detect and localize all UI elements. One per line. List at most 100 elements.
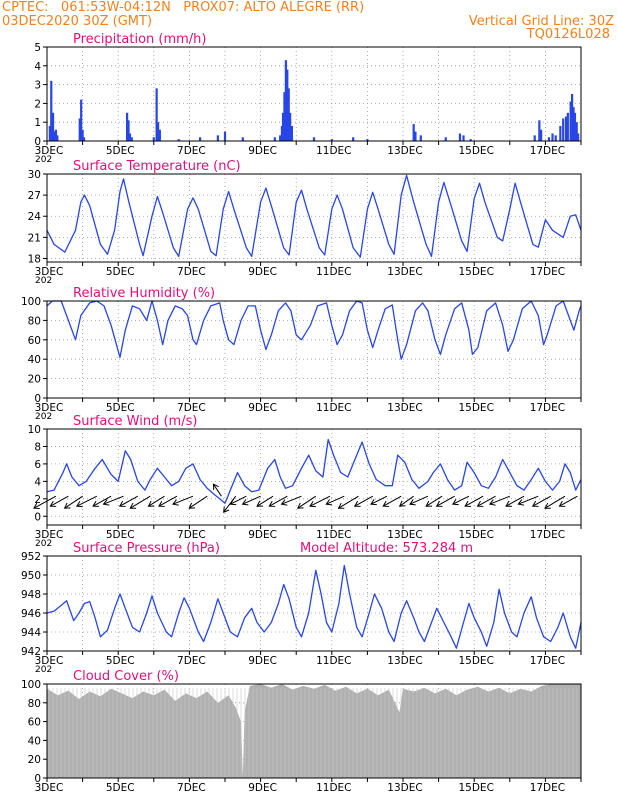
- wind-arrow-head: [158, 500, 165, 507]
- temp-frame: [46, 173, 582, 263]
- wind-arrow: [309, 495, 331, 508]
- wind-arrow: [256, 495, 274, 507]
- cloud-ytick-label: 40: [28, 735, 41, 747]
- pres-ytick-label: 944: [21, 627, 41, 639]
- rh-ytick-label: 80: [28, 315, 41, 327]
- precip-bar: [469, 139, 472, 141]
- precip-ytick-label: 0: [34, 136, 41, 148]
- wind-arrow-head: [92, 500, 99, 507]
- pres-ytick-label: 952: [21, 551, 41, 563]
- temp-year-fragment: 202: [35, 276, 52, 286]
- precip-bar: [223, 131, 227, 141]
- temp-title: Surface Temperature (nC): [73, 159, 241, 174]
- wind-xtick-label: 11DEC: [316, 529, 351, 541]
- wind-arrow-head: [63, 502, 71, 509]
- wind-arrow: [75, 495, 98, 508]
- wind-year-fragment: 202: [35, 539, 52, 549]
- wind-arrow: [544, 495, 566, 509]
- wind-arrow-shaft: [230, 495, 247, 505]
- temp-xtick-label: 5DEC: [106, 266, 135, 278]
- cloud-frame: [46, 683, 582, 779]
- wind-arrow-head: [517, 499, 525, 506]
- wind-arrow: [280, 495, 302, 506]
- wind-arrow: [353, 495, 373, 507]
- wind-arrow: [49, 495, 69, 507]
- wind-arrow: [325, 495, 345, 506]
- pres-xtick-label: 5DEC: [106, 655, 135, 667]
- rh-panel: 0 20 40 60 80 100 3DEC 5DEC 7DEC 9DEC 11DEC 13DEC 15…: [21, 286, 582, 422]
- wind-arrow-head: [337, 502, 345, 509]
- temp-xtick-label: 3DEC: [35, 266, 64, 278]
- cloud-xtick-label: 11DEC: [316, 782, 351, 794]
- cloud-xtick-label: 17DEC: [530, 782, 565, 794]
- wind-arrow-shaft: [399, 495, 414, 507]
- precip-bar: [198, 137, 202, 141]
- wind-xtick-label: 7DEC: [177, 529, 206, 541]
- precip-bar: [564, 116, 568, 141]
- cloud-xtick-label: 7DEC: [177, 782, 206, 794]
- wind-arrow: [382, 495, 402, 507]
- precip-bar: [50, 80, 53, 141]
- wind-arrow-shaft: [477, 495, 496, 507]
- pres-xtick-label: 17DEC: [530, 655, 565, 667]
- wind-arrow-head: [172, 499, 179, 506]
- pres-series-line: [46, 564, 582, 649]
- precip-bar: [573, 112, 577, 141]
- wind-arrow-shaft: [33, 495, 57, 509]
- header-model-code: TQ0126L028: [526, 27, 610, 42]
- precip-xtick-label: 17DEC: [530, 145, 565, 157]
- wind-arrow-head: [451, 499, 459, 506]
- rh-title: Relative Humidity (%): [73, 286, 215, 301]
- precip-xtick-label: 7DEC: [177, 145, 206, 157]
- cloud-xtick-label: 3DEC: [35, 782, 64, 794]
- wind-arrow-shaft: [158, 495, 178, 507]
- precip-ytick-label: 4: [34, 61, 41, 73]
- precip-bar: [533, 135, 536, 141]
- precip-bar: [551, 133, 554, 141]
- temp-xtick-label: 15DEC: [458, 266, 493, 278]
- precip-year-fragment: 202: [35, 155, 52, 165]
- wind-xtick-label: 17DEC: [530, 529, 565, 541]
- rh-xtick-label: 3DEC: [35, 402, 64, 414]
- precip-bar: [273, 137, 276, 141]
- wind-arrow-shaft: [464, 495, 484, 507]
- wind-arrow-shaft: [409, 495, 429, 505]
- wind-arrow-head: [558, 500, 566, 507]
- rh-ytick-label: 0: [34, 393, 41, 405]
- temp-ytick-label: 27: [28, 190, 41, 202]
- precip-xtick-label: 15DEC: [458, 145, 493, 157]
- wind-arrow-shaft: [505, 495, 525, 507]
- wind-arrow-head: [309, 501, 316, 508]
- wind-plot-area: [47, 429, 581, 525]
- wind-arrow-head: [435, 500, 443, 507]
- cloud-xtick-label: 5DEC: [106, 782, 135, 794]
- wind-panel: 0 2 4 6 8 10 3DEC 5DEC 7DEC 9DEC 11DEC 13DEC 15DEC 17…: [28, 414, 582, 549]
- wind-arrow-head: [241, 499, 249, 506]
- cloud-ytick-label: 100: [21, 679, 41, 691]
- wind-arrow-shaft: [452, 495, 470, 505]
- precip-xtick-label: 5DEC: [106, 145, 135, 157]
- wind-arrow-head: [212, 483, 219, 491]
- wind-arrow-shaft: [518, 495, 539, 505]
- precip-bar: [130, 137, 133, 141]
- wind-arrow: [409, 495, 429, 506]
- wind-arrow-head: [49, 500, 57, 507]
- wind-arrow-head: [268, 500, 276, 507]
- cloud-cover-area: [47, 684, 581, 778]
- wind-arrow-shaft: [297, 495, 317, 509]
- cloud-xtick-label: 13DEC: [387, 782, 422, 794]
- precip-ytick-label: 5: [34, 42, 41, 54]
- precip-bar: [462, 135, 465, 141]
- precip-bar: [127, 120, 130, 141]
- wind-arrow-head: [425, 500, 432, 507]
- precip-bar: [458, 133, 462, 141]
- wind-arrow-head: [188, 502, 196, 509]
- header-location: CPTEC: 061:53W-04:12N PROX07: ALTO ALEGR…: [2, 0, 365, 15]
- wind-arrow-head: [353, 500, 361, 507]
- precip-bar: [566, 112, 569, 141]
- temp-xtick-label: 7DEC: [177, 266, 206, 278]
- pres-xtick-label: 15DEC: [458, 655, 493, 667]
- precip-bar: [241, 137, 244, 141]
- wind-arrow-shaft: [489, 495, 510, 505]
- precip-bar: [80, 99, 83, 141]
